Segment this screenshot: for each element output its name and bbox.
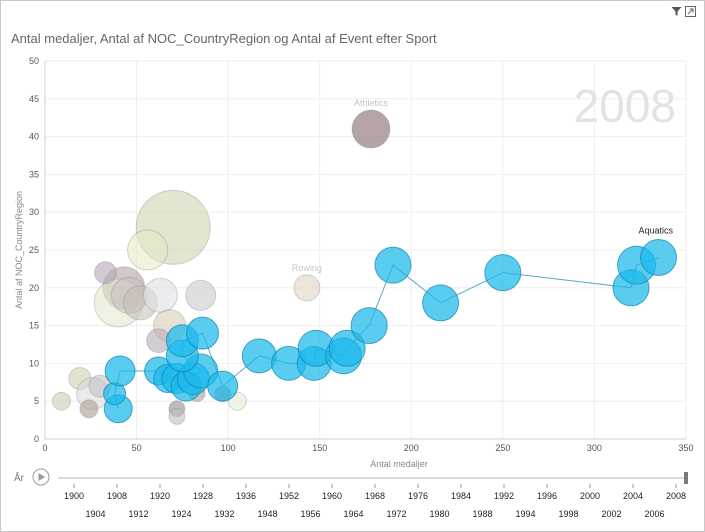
axes: 0 5 10 15 20 25 30 35 40 45 50 0 50 100 150 200 250 300 35…: [29, 56, 694, 453]
timeline-year[interactable]: 1908: [107, 491, 127, 501]
timeline-year[interactable]: 1964: [343, 509, 363, 519]
timeline-year[interactable]: 1988: [472, 509, 492, 519]
timeline-year[interactable]: 1932: [214, 509, 234, 519]
timeline-year[interactable]: 2004: [623, 491, 643, 501]
bubble-label: Athletics: [354, 98, 389, 108]
faded-bubbles: [51, 109, 391, 425]
trail-bubble[interactable]: [640, 239, 678, 277]
timeline-year[interactable]: 1960: [322, 491, 342, 501]
trail-bubble[interactable]: [328, 329, 366, 367]
y-tick-label: 20: [29, 283, 39, 293]
bubble-labels: Athletics Rowing Aquatics: [292, 98, 674, 273]
timeline-year[interactable]: 1994: [515, 509, 535, 519]
timeline-year[interactable]: 1912: [128, 509, 148, 519]
x-tick-label: 250: [495, 443, 510, 453]
y-tick-label: 50: [29, 56, 39, 66]
bubble[interactable]: [168, 407, 186, 425]
x-tick-label: 50: [132, 443, 142, 453]
bubble[interactable]: [93, 261, 117, 285]
timeline-year[interactable]: 1984: [451, 491, 471, 501]
y-tick-label: 25: [29, 245, 39, 255]
timeline-year[interactable]: 2008: [666, 491, 686, 501]
timeline-year[interactable]: 1968: [365, 491, 385, 501]
trail-bubble[interactable]: [241, 338, 277, 374]
timeline-year[interactable]: 2000: [580, 491, 600, 501]
timeline-year[interactable]: 1928: [193, 491, 213, 501]
trail-bubble[interactable]: [207, 370, 239, 402]
x-tick-label: 0: [42, 443, 47, 453]
trail-bubble[interactable]: [374, 246, 412, 284]
timeline-year[interactable]: 1980: [429, 509, 449, 519]
timeline-year[interactable]: 1976: [408, 491, 428, 501]
y-tick-label: 0: [34, 434, 39, 444]
x-tick-label: 100: [221, 443, 236, 453]
timeline-year[interactable]: 1936: [236, 491, 256, 501]
timeline-slider-thumb[interactable]: [684, 472, 688, 484]
bubble[interactable]: [51, 391, 71, 411]
x-tick-label: 300: [587, 443, 602, 453]
highlight-label: Aquatics: [639, 226, 674, 236]
bubble[interactable]: [127, 229, 169, 271]
play-button[interactable]: [32, 468, 50, 486]
play-axis-label: År: [14, 471, 25, 484]
trail-bubble[interactable]: [422, 284, 460, 322]
timeline-year[interactable]: 1972: [386, 509, 406, 519]
timeline-year[interactable]: 1952: [279, 491, 299, 501]
trail-bubble[interactable]: [350, 307, 388, 345]
timeline-year[interactable]: 1956: [300, 509, 320, 519]
timeline-year[interactable]: 1900: [64, 491, 84, 501]
year-watermark: 2008: [574, 80, 676, 132]
x-tick-label: 200: [404, 443, 419, 453]
timeline-year[interactable]: 1996: [537, 491, 557, 501]
trail-bubble[interactable]: [186, 316, 220, 350]
bubble[interactable]: [185, 279, 217, 311]
bubble[interactable]: [293, 274, 321, 302]
bubble-label: Rowing: [292, 263, 322, 273]
timeline-year[interactable]: 1924: [171, 509, 191, 519]
filter-icon[interactable]: [671, 6, 682, 17]
bubble[interactable]: [142, 277, 178, 313]
timeline-year[interactable]: 2006: [644, 509, 664, 519]
y-axis-title: Antal af NOC_CountryRegion: [14, 191, 24, 309]
y-tick-label: 45: [29, 94, 39, 104]
timeline-year[interactable]: 1998: [558, 509, 578, 519]
y-tick-label: 15: [29, 321, 39, 331]
pop-out-icon[interactable]: [685, 6, 696, 17]
play-axis: År 1900 1908 1920 1928 1936 1952 1960 1968 1976 1…: [14, 468, 688, 519]
y-tick-label: 35: [29, 169, 39, 179]
trail-bubble[interactable]: [484, 254, 522, 292]
timeline-year[interactable]: 1904: [85, 509, 105, 519]
x-tick-label: 150: [312, 443, 327, 453]
y-tick-label: 5: [34, 396, 39, 406]
trail-bubble[interactable]: [104, 355, 136, 387]
y-tick-label: 40: [29, 132, 39, 142]
y-tick-label: 30: [29, 207, 39, 217]
x-tick-label: 350: [678, 443, 693, 453]
chart-title: Antal medaljer, Antal af NOC_CountryRegi…: [11, 31, 437, 46]
timeline-year[interactable]: 1948: [257, 509, 277, 519]
timeline-year[interactable]: 1920: [150, 491, 170, 501]
y-tick-label: 10: [29, 358, 39, 368]
highlight-trail: [103, 239, 678, 424]
play-icon: [38, 473, 45, 481]
timeline-year[interactable]: 1992: [494, 491, 514, 501]
bubble[interactable]: [351, 109, 391, 149]
bubble[interactable]: [79, 399, 99, 419]
x-axis-title: Antal medaljer: [370, 459, 428, 469]
timeline-year[interactable]: 2002: [601, 509, 621, 519]
